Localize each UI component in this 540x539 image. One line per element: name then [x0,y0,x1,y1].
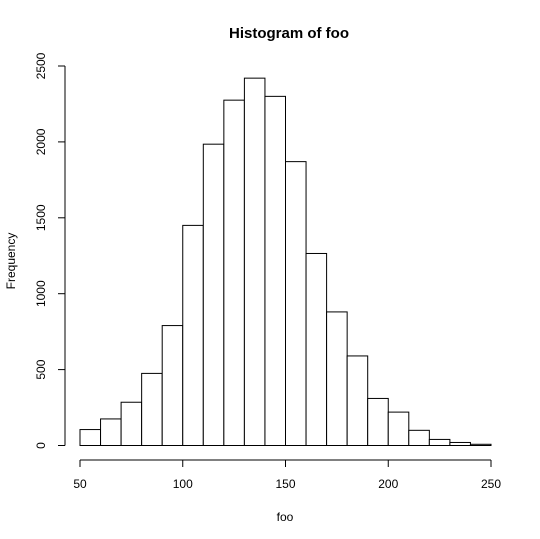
histogram-bar [326,311,348,446]
histogram-bar [120,401,143,446]
histogram-bar [387,411,410,447]
histogram-bar [223,99,245,446]
x-axis-label: foo [277,510,294,524]
bars-group [79,77,492,447]
histogram-bar [449,441,471,446]
x-tick-label: 100 [173,477,193,491]
histogram-bar [141,372,163,446]
y-tick-label: 2500 [34,52,48,79]
histogram-bar [264,95,287,447]
y-tick-label: 0 [34,442,48,449]
x-tick-label: 150 [275,477,295,491]
histogram-bar [182,224,204,446]
x-axis: 50 100 150 200 250 [73,459,501,491]
x-tick-label: 200 [378,477,398,491]
y-tick-label: 2000 [34,128,48,155]
y-axis: 0 500 1000 1500 2000 2500 [34,52,66,449]
histogram-bar [367,397,389,446]
histogram-bar [305,252,328,446]
histogram-bar [408,429,430,447]
histogram-bar [79,429,102,447]
histogram-bar [100,418,122,446]
y-tick-label: 1000 [34,280,48,307]
histogram-bar [202,143,225,446]
histogram-bar [243,77,266,446]
histogram-bar [469,443,492,447]
y-tick-label: 1500 [34,204,48,231]
histogram-bar [346,355,369,446]
chart-title: Histogram of foo [229,25,349,42]
x-tick-label: 50 [73,477,87,491]
histogram-bar [428,438,451,447]
y-tick-label: 500 [34,359,48,379]
x-tick-label: 250 [481,477,501,491]
histogram-bar [161,325,184,446]
histogram-bar [285,161,307,446]
y-axis-label: Frequency [4,233,18,290]
